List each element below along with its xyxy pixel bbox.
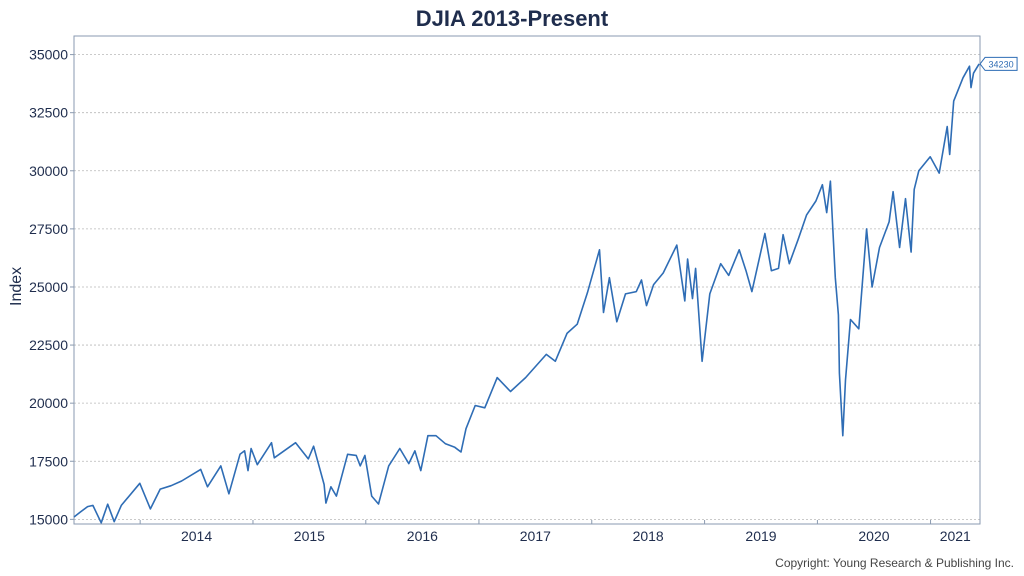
x-tick-label: 2018 bbox=[633, 528, 664, 544]
y-tick-label: 27500 bbox=[29, 221, 68, 237]
djia-series-line bbox=[73, 63, 980, 524]
chart-title: DJIA 2013-Present bbox=[415, 6, 609, 31]
x-tick-label: 2019 bbox=[745, 528, 776, 544]
copyright-notice: Copyright: Young Research & Publishing I… bbox=[775, 556, 1014, 570]
x-tick-label: 2021 bbox=[940, 528, 971, 544]
y-tick-label: 35000 bbox=[29, 47, 68, 63]
x-tick-label: 2020 bbox=[858, 528, 889, 544]
last-value-label: 34230 bbox=[989, 59, 1014, 69]
last-value-box bbox=[979, 56, 1018, 71]
x-tick-label: 2016 bbox=[407, 528, 438, 544]
y-tick-label: 30000 bbox=[29, 163, 68, 179]
x-tick-label: 2014 bbox=[181, 528, 212, 544]
y-tick-label: 17500 bbox=[29, 453, 68, 469]
y-tick-label: 25000 bbox=[29, 279, 68, 295]
x-tick-label: 2015 bbox=[294, 528, 325, 544]
x-tick-label: 2017 bbox=[520, 528, 551, 544]
last-value-callout: 34230 bbox=[979, 56, 1018, 71]
y-tick-label: 22500 bbox=[29, 337, 68, 353]
x-axis-ticks: 2014 2015 2016 2017 2018 2019 2020 2021 bbox=[139, 520, 971, 544]
y-tick-label: 20000 bbox=[29, 395, 68, 411]
y-axis-ticks: 15000 17500 20000 22500 25000 27500 30000 32500… bbox=[29, 47, 74, 527]
y-tick-label: 32500 bbox=[29, 105, 68, 121]
plot-area-frame bbox=[73, 35, 981, 525]
grid-lines bbox=[74, 54, 980, 520]
y-tick-label: 15000 bbox=[29, 511, 68, 527]
